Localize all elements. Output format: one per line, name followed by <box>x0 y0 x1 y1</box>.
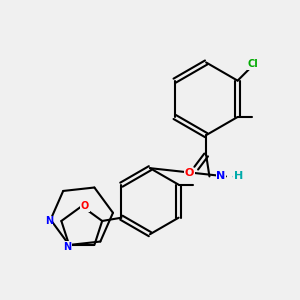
Text: H: H <box>234 171 243 182</box>
Text: N: N <box>216 171 226 182</box>
Text: -: - <box>231 171 236 182</box>
Text: O: O <box>185 168 194 178</box>
Text: Cl: Cl <box>247 59 258 69</box>
Text: N: N <box>45 216 53 226</box>
Text: N: N <box>63 242 72 252</box>
Text: O: O <box>81 201 89 211</box>
